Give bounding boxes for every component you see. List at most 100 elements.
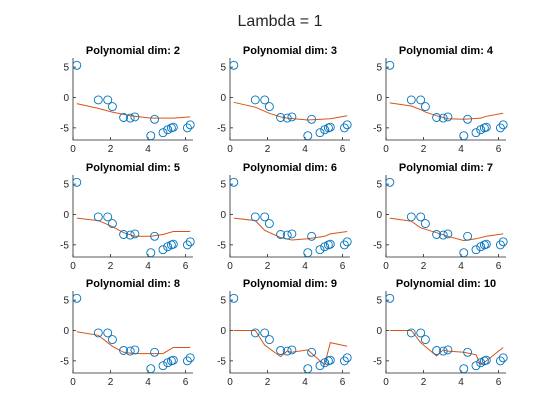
data-point (72, 177, 82, 187)
data-point (276, 113, 286, 122)
x-tick-label: 6 (183, 144, 189, 155)
data-point (463, 114, 473, 124)
data-point (250, 212, 260, 222)
fit-line (76, 331, 191, 355)
data-point (463, 347, 473, 357)
data-point (339, 356, 349, 366)
y-tick-label: 5 (220, 296, 226, 307)
data-point (276, 230, 286, 239)
data-point (146, 248, 156, 258)
data-point (287, 345, 297, 355)
x-tick-label: 2 (421, 261, 427, 272)
y-tick-label: 5 (63, 63, 69, 74)
x-tick-label: 0 (383, 144, 389, 155)
subplot-2: Polynomial dim: 30 2 4 6-505 (217, 45, 352, 155)
data-point (342, 237, 352, 247)
data-point (342, 120, 352, 130)
data-point (416, 95, 426, 105)
x-tick-label: 2 (421, 377, 427, 388)
data-point (406, 212, 416, 222)
y-tick-label: 0 (63, 326, 69, 337)
data-point (264, 335, 274, 345)
x-tick-label: 0 (70, 377, 76, 388)
data-point (420, 219, 430, 229)
data-point (185, 237, 195, 247)
x-tick-label: 6 (183, 377, 189, 388)
y-tick-label: -5 (60, 240, 69, 251)
subplot-9: Polynomial dim: 100 2 4 6-505 (373, 278, 508, 388)
data-point (481, 355, 491, 365)
data-point (119, 230, 129, 239)
data-point (303, 131, 313, 141)
data-point (287, 229, 297, 239)
data-point (342, 353, 352, 363)
data-point (168, 239, 178, 249)
y-tick-label: 5 (376, 180, 382, 191)
x-tick-label: 0 (383, 261, 389, 272)
data-point (125, 346, 135, 356)
data-point (498, 353, 508, 363)
data-point (303, 364, 313, 374)
y-tick-label: -5 (60, 356, 69, 367)
data-point (229, 177, 239, 187)
data-point (406, 95, 416, 105)
y-tick-label: -5 (217, 356, 226, 367)
x-tick-label: 0 (227, 377, 233, 388)
data-point (185, 353, 195, 363)
x-tick-label: 2 (108, 261, 114, 272)
subplot-title: Polynomial dim: 2 (86, 45, 180, 57)
data-point (307, 231, 317, 241)
data-point (385, 177, 395, 187)
data-point (438, 230, 448, 240)
data-point (495, 123, 505, 133)
data-point (315, 245, 325, 255)
data-point (185, 120, 195, 130)
data-point (385, 60, 395, 70)
x-tick-label: 4 (145, 377, 151, 388)
x-tick-label: 6 (496, 144, 502, 155)
x-tick-label: 2 (108, 144, 114, 155)
y-tick-label: 0 (63, 93, 69, 104)
data-point (471, 128, 481, 138)
x-tick-label: 0 (227, 261, 233, 272)
subplot-title: Polynomial dim: 6 (243, 162, 337, 174)
subplot-7: Polynomial dim: 80 2 4 6-505 (60, 278, 195, 388)
subplot-8: Polynomial dim: 90 2 4 6-505 (217, 278, 352, 388)
data-point (103, 212, 113, 222)
data-point (150, 231, 160, 241)
data-point (72, 293, 82, 303)
x-tick-label: 6 (183, 261, 189, 272)
data-point (146, 131, 156, 141)
x-tick-label: 0 (70, 144, 76, 155)
data-point (130, 345, 140, 355)
fit-line (76, 103, 191, 119)
data-point (250, 328, 260, 338)
data-point (432, 113, 442, 122)
x-tick-label: 2 (265, 261, 271, 272)
data-point (463, 231, 473, 241)
subplot-title: Polynomial dim: 5 (86, 162, 180, 174)
data-point (93, 328, 103, 338)
x-tick-label: 4 (302, 377, 308, 388)
data-point (260, 328, 270, 338)
subplot-title: Polynomial dim: 10 (396, 278, 496, 290)
y-tick-label: 0 (63, 210, 69, 221)
data-point (443, 229, 453, 239)
data-point (150, 114, 160, 124)
data-point (276, 346, 286, 355)
data-point (229, 293, 239, 303)
data-point (119, 113, 129, 122)
data-point (250, 95, 260, 105)
data-point (182, 123, 192, 133)
data-point (498, 237, 508, 247)
data-point (315, 361, 325, 371)
x-tick-label: 0 (70, 261, 76, 272)
fit-line (389, 102, 504, 120)
data-point (325, 239, 335, 249)
data-point (315, 128, 325, 138)
x-tick-label: 0 (227, 144, 233, 155)
data-point (282, 346, 292, 356)
